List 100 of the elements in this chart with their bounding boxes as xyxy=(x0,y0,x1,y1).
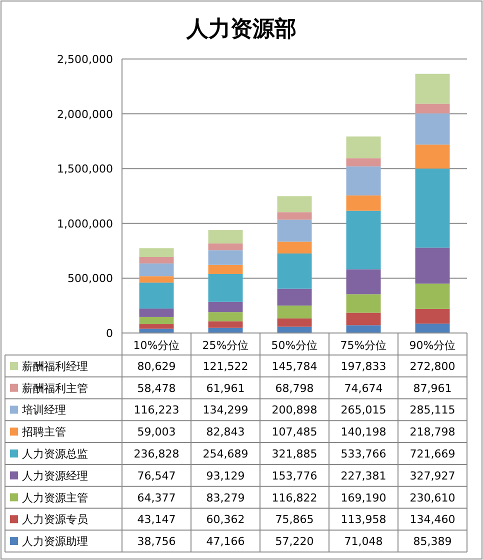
legend-label: 招聘主管 xyxy=(21,426,66,439)
bar xyxy=(208,230,243,244)
bar xyxy=(415,74,450,104)
bar xyxy=(139,324,174,329)
data-label: 272,800 xyxy=(410,360,456,373)
bar xyxy=(277,253,312,289)
data-label: 43,147 xyxy=(137,513,176,526)
data-label: 80,629 xyxy=(137,360,176,373)
legend-label: 人力资源主管 xyxy=(22,491,88,504)
data-label: 85,389 xyxy=(413,535,452,548)
data-label: 236,828 xyxy=(134,448,180,460)
data-label: 533,766 xyxy=(340,448,386,460)
legend-label: 人力资源经理 xyxy=(22,469,88,482)
data-label: 200,898 xyxy=(272,404,318,417)
data-label: 57,220 xyxy=(275,535,314,548)
x-tick-label: 25%分位 xyxy=(202,339,249,352)
bar xyxy=(277,306,312,318)
data-label: 75,865 xyxy=(275,513,314,526)
bar xyxy=(277,318,312,327)
y-tick-label: 1,500,000 xyxy=(57,162,113,176)
bar xyxy=(415,113,450,145)
bar xyxy=(277,242,312,254)
data-label: 93,129 xyxy=(206,469,245,482)
bar xyxy=(415,324,450,333)
data-label: 134,299 xyxy=(202,404,248,417)
data-label: 140,198 xyxy=(340,426,386,439)
data-label: 285,115 xyxy=(410,404,456,417)
data-label: 153,776 xyxy=(272,469,318,482)
bar xyxy=(139,248,174,258)
bar xyxy=(346,294,381,313)
x-tick-label: 75%分位 xyxy=(340,339,387,352)
data-label: 76,547 xyxy=(137,469,176,482)
bar xyxy=(346,158,381,166)
x-tick-label: 90%分位 xyxy=(409,339,456,352)
data-label: 254,689 xyxy=(202,448,248,460)
bar xyxy=(346,136,381,158)
data-label: 58,478 xyxy=(137,382,176,395)
data-label: 113,958 xyxy=(340,513,386,526)
y-tick-label: 2,000,000 xyxy=(57,108,113,121)
data-label: 116,822 xyxy=(272,491,318,504)
data-label: 107,485 xyxy=(272,426,318,439)
data-label: 169,190 xyxy=(340,491,386,504)
bar xyxy=(415,248,450,284)
bar xyxy=(208,274,243,302)
bar xyxy=(139,308,174,317)
data-label: 59,003 xyxy=(137,426,176,439)
legend-label: 培训经理 xyxy=(21,404,66,417)
y-tick-label: 0 xyxy=(106,327,113,340)
bar xyxy=(277,326,312,333)
data-label: 60,362 xyxy=(206,513,245,526)
y-tick-label: 500,000 xyxy=(68,272,113,286)
bar xyxy=(346,210,381,270)
bar xyxy=(346,312,381,326)
bar xyxy=(277,212,312,220)
bar xyxy=(415,168,450,248)
y-tick-label: 1,000,000 xyxy=(57,217,113,230)
bar xyxy=(277,196,312,212)
data-label: 197,833 xyxy=(340,360,386,373)
bar xyxy=(415,104,450,114)
data-label: 64,377 xyxy=(137,491,176,504)
data-label: 82,843 xyxy=(206,426,245,439)
bar xyxy=(346,325,381,333)
bar xyxy=(415,284,450,309)
data-label: 265,015 xyxy=(340,404,386,417)
data-label: 227,381 xyxy=(340,469,386,482)
bar xyxy=(346,269,381,294)
bar xyxy=(346,166,381,196)
legend-label: 人力资源总监 xyxy=(22,448,88,460)
data-label: 121,522 xyxy=(202,360,248,373)
data-label: 87,961 xyxy=(413,382,452,395)
data-label: 83,279 xyxy=(206,491,245,504)
bar xyxy=(346,195,381,211)
bar xyxy=(139,276,174,283)
bar xyxy=(139,263,174,276)
bar xyxy=(139,257,174,264)
data-label: 74,674 xyxy=(344,382,383,395)
legend-label: 人力资源助理 xyxy=(22,535,88,548)
bar xyxy=(208,264,243,274)
chart-title: 人力资源部 xyxy=(186,16,296,42)
bar xyxy=(139,316,174,324)
bar xyxy=(208,243,243,250)
x-tick-label: 50%分位 xyxy=(271,339,318,352)
data-label: 68,798 xyxy=(275,382,314,395)
bar xyxy=(277,220,312,242)
bar xyxy=(415,144,450,169)
data-label: 721,669 xyxy=(410,448,456,460)
data-label: 38,756 xyxy=(137,535,176,548)
bar xyxy=(139,282,174,309)
data-label: 230,610 xyxy=(410,491,456,504)
legend-label: 薪酬福利经理 xyxy=(22,360,88,373)
legend-label: 人力资源专员 xyxy=(22,513,88,526)
bar xyxy=(208,302,243,312)
data-label: 327,927 xyxy=(410,469,456,482)
data-label: 116,223 xyxy=(134,404,180,417)
x-tick-label: 10%分位 xyxy=(133,339,180,352)
data-label: 321,885 xyxy=(272,448,318,460)
bar xyxy=(208,250,243,265)
bar xyxy=(208,321,243,328)
data-label: 218,798 xyxy=(410,426,456,439)
legend-label: 薪酬福利主管 xyxy=(22,382,88,395)
